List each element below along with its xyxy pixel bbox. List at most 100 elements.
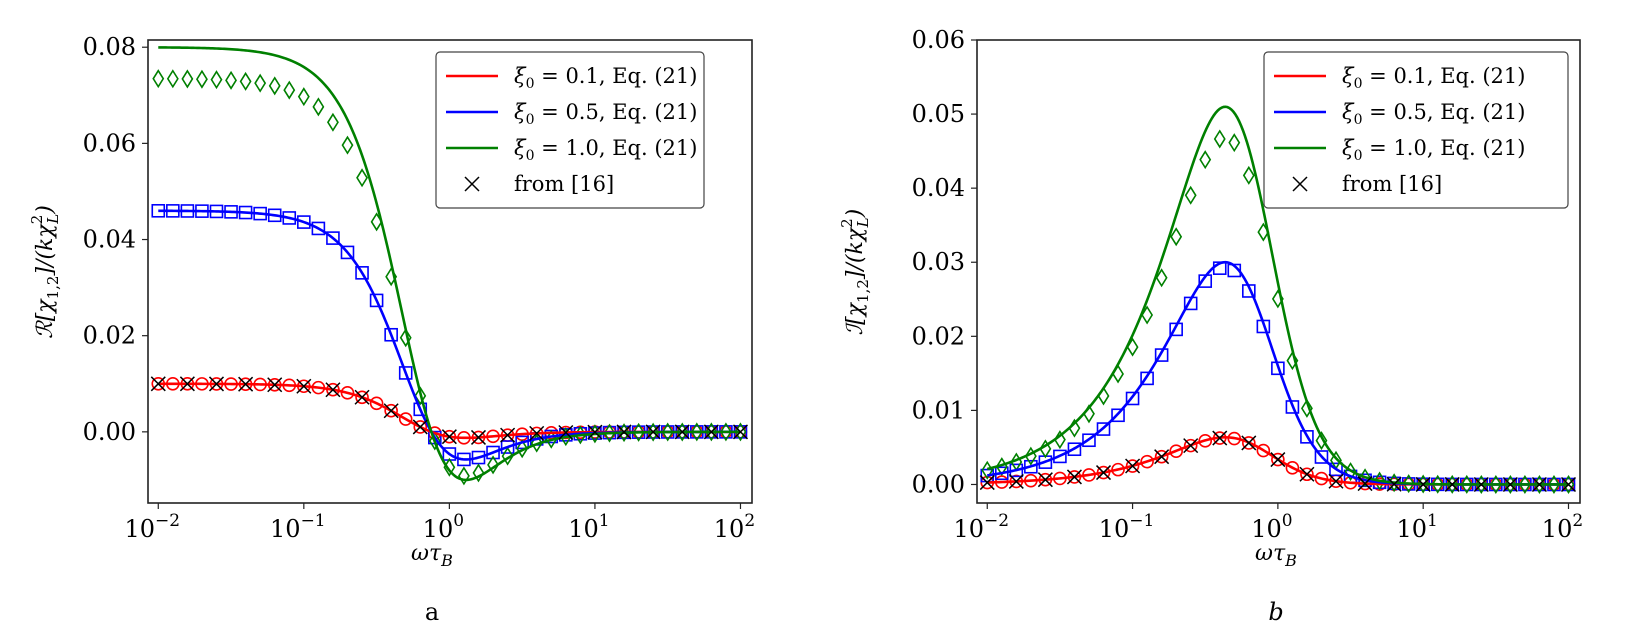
data-point-diamond <box>618 423 630 443</box>
data-point-diamond <box>428 431 441 451</box>
legend-item: ξ0 = 0.1, Eq. (21) <box>1274 64 1525 92</box>
data-point-circle <box>1183 438 1198 453</box>
panel-b-y-ticks: 0.00 0.01 0.02 0.03 0.04 0.05 0.06 <box>912 26 977 498</box>
y-tick-label: 0.00 <box>83 418 136 446</box>
data-point-x <box>1154 449 1170 465</box>
data-point-diamond <box>210 70 223 90</box>
data-point-x <box>732 424 749 440</box>
data-point-x <box>645 424 661 440</box>
data-point-diamond <box>1199 150 1212 170</box>
data-point-x <box>587 424 603 440</box>
y-tick-label: 0.02 <box>83 322 136 350</box>
data-point-x <box>1008 473 1024 489</box>
data-point-square <box>384 327 398 342</box>
data-point-square <box>515 435 529 450</box>
data-point-x <box>412 419 428 435</box>
panel-a-label: a <box>425 598 439 626</box>
data-point-x <box>325 382 341 398</box>
data-point-circle <box>369 396 384 411</box>
data-point-square <box>1314 450 1329 464</box>
data-point-square <box>1111 408 1125 423</box>
data-point-square <box>297 215 311 229</box>
y-tick-label: 0.05 <box>912 100 965 128</box>
y-tick-label: 0.01 <box>912 396 965 424</box>
panel-a-y-ticks: 0.00 0.02 0.04 0.06 0.08 <box>83 33 148 446</box>
legend-label: ξ0 = 1.0, Eq. (21) <box>1342 136 1525 164</box>
data-point-x <box>208 376 225 392</box>
data-point-diamond <box>152 69 165 89</box>
data-point-x <box>1299 466 1315 482</box>
legend-label: ξ0 = 0.5, Eq. (21) <box>514 100 697 128</box>
y-tick-label: 0.06 <box>912 26 965 54</box>
legend-label: ξ0 = 1.0, Eq. (21) <box>514 136 697 164</box>
data-point-square <box>369 293 384 308</box>
data-point-x <box>1473 476 1489 493</box>
panel-b-axes-frame <box>976 39 1581 504</box>
data-point-x <box>1415 476 1431 492</box>
data-point-x <box>979 475 995 491</box>
legend-label: ξ0 = 0.1, Eq. (21) <box>514 64 697 92</box>
data-point-diamond <box>1402 474 1415 494</box>
panel-a-x-axis-label: ωτB <box>411 541 453 570</box>
data-point-diamond <box>1184 185 1197 205</box>
data-point-circle <box>1256 443 1271 458</box>
data-point-x <box>674 424 690 440</box>
x-tick-label: 100 <box>423 511 464 543</box>
legend-item: ξ0 = 0.5, Eq. (21) <box>1274 100 1525 128</box>
data-point-diamond <box>1548 474 1560 494</box>
data-point-circle <box>1242 436 1256 450</box>
panel-b-imaginary-part: 0.00 0.01 0.02 0.03 0.04 0.05 0.06 10−2 10−1 100… <box>838 26 1583 626</box>
plot-area <box>979 105 1577 494</box>
data-point-diamond <box>297 87 310 107</box>
data-point-diamond <box>254 73 267 93</box>
legend-item: from [16] <box>464 172 614 196</box>
data-point-circle <box>1300 467 1314 482</box>
legend-item: ξ0 = 1.0, Eq. (21) <box>446 136 697 164</box>
data-point-x <box>470 429 487 445</box>
data-point-x <box>1241 435 1257 451</box>
legend-box <box>1263 51 1569 209</box>
data-point-diamond <box>1242 165 1255 185</box>
data-point-square <box>486 445 500 460</box>
series-line <box>158 46 741 482</box>
data-point-x <box>441 429 457 445</box>
legend-x-marker-icon <box>1292 176 1308 192</box>
legend-label: from [16] <box>1342 172 1442 196</box>
panel-a-axes-frame <box>147 39 753 504</box>
x-tick-label: 101 <box>568 511 609 543</box>
data-point-diamond <box>719 422 732 442</box>
marker-series-x <box>150 376 749 445</box>
data-point-square <box>340 245 355 260</box>
data-point-diamond <box>501 446 514 466</box>
data-point-circle <box>1271 452 1285 467</box>
legend-item: ξ0 = 0.1, Eq. (21) <box>446 64 697 92</box>
data-point-diamond <box>690 422 703 442</box>
legend-x-marker-icon <box>464 176 480 192</box>
y-tick-label: 0.06 <box>83 129 136 157</box>
legend-item: ξ0 = 0.5, Eq. (21) <box>446 100 697 128</box>
x-tick-label: 102 <box>714 511 755 543</box>
data-point-diamond <box>632 422 645 442</box>
data-point-square <box>1125 391 1140 406</box>
data-point-x <box>179 376 195 392</box>
data-point-diamond <box>1431 474 1444 494</box>
data-point-square <box>326 231 340 245</box>
panel-a-x-ticks: 10−2 10−1 100 101 102 <box>124 503 755 543</box>
panel-a-real-part: 0.00 0.02 0.04 0.06 0.08 10−2 10−1 100 101 102 ω… <box>28 33 755 626</box>
data-point-circle <box>355 390 369 405</box>
x-tick-label: 10−1 <box>270 511 326 543</box>
data-point-diamond <box>603 423 616 443</box>
data-point-square <box>1053 449 1067 464</box>
legend-item: ξ0 = 1.0, Eq. (21) <box>1274 136 1525 164</box>
x-tick-label: 10−2 <box>953 511 1009 543</box>
panel-b-label: b <box>1268 598 1283 626</box>
data-point-diamond <box>1518 474 1531 494</box>
series-line <box>158 382 741 440</box>
data-point-diamond <box>414 386 427 406</box>
data-point-diamond <box>516 439 529 459</box>
data-point-x <box>1066 469 1082 485</box>
data-point-circle <box>1125 459 1140 473</box>
x-tick-label: 100 <box>1251 511 1292 543</box>
marker-series-square <box>151 203 748 467</box>
